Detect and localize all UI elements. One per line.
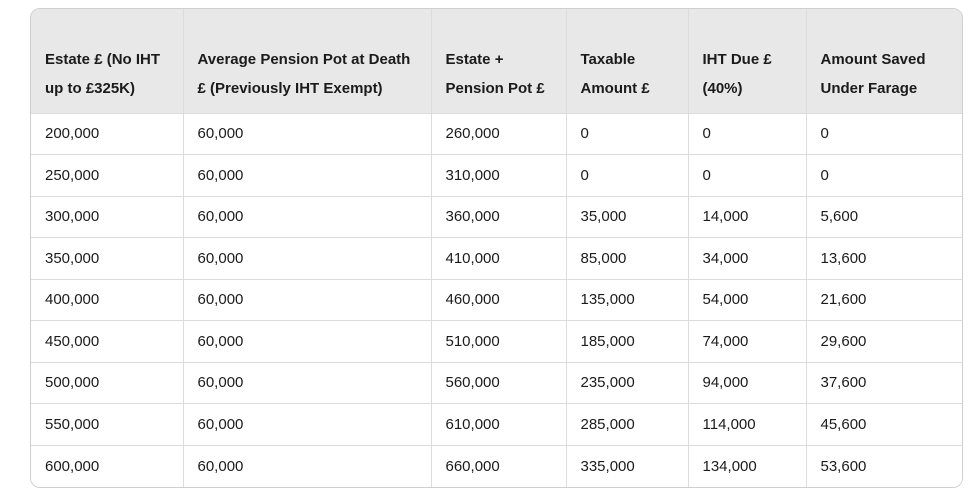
column-header: Estate + Pension Pot £ xyxy=(430,9,566,113)
table-cell: 60,000 xyxy=(182,361,431,404)
table-cell: 14,000 xyxy=(687,195,806,238)
table-cell: 0 xyxy=(687,154,806,196)
column-header: Estate £ (No IHT up to £325K) xyxy=(31,9,183,113)
column-header: IHT Due £ (40%) xyxy=(687,9,806,113)
column-header: Average Pension Pot at Death £ (Previous… xyxy=(182,9,431,113)
table-cell: 60,000 xyxy=(182,112,431,155)
table-row: 550,000 60,000 610,000 285,000 114,000 45,600 xyxy=(31,403,962,445)
table-cell: 5,600 xyxy=(805,195,962,238)
table-cell: 310,000 xyxy=(430,154,566,196)
table-cell: 60,000 xyxy=(182,403,431,445)
table-cell: 200,000 xyxy=(31,112,183,155)
table-row: 250,000 60,000 310,000 0 0 0 xyxy=(31,154,962,196)
table-cell: 0 xyxy=(687,112,806,155)
table-cell: 37,600 xyxy=(805,361,962,404)
table-row: 300,000 60,000 360,000 35,000 14,000 5,600 xyxy=(31,195,962,238)
table-row: 200,000 60,000 260,000 0 0 0 xyxy=(31,112,962,155)
table-cell: 235,000 xyxy=(565,361,688,404)
table-cell: 285,000 xyxy=(565,403,688,445)
table-cell: 0 xyxy=(805,154,962,196)
table-cell: 53,600 xyxy=(805,444,962,487)
table-cell: 60,000 xyxy=(182,278,431,321)
table-cell: 335,000 xyxy=(565,444,688,487)
table-row: 400,000 60,000 460,000 135,000 54,000 21,600 xyxy=(31,278,962,321)
table-header: Estate £ (No IHT up to £325K) Average Pen… xyxy=(31,9,962,113)
table-cell: 410,000 xyxy=(430,237,566,279)
table-row: 350,000 60,000 410,000 85,000 34,000 13,600 xyxy=(31,237,962,279)
table-cell: 400,000 xyxy=(31,278,183,321)
table-cell: 500,000 xyxy=(31,361,183,404)
table-cell: 60,000 xyxy=(182,195,431,238)
table-cell: 360,000 xyxy=(430,195,566,238)
table-cell: 134,000 xyxy=(687,444,806,487)
iht-comparison-table-container: Estate £ (No IHT up to £325K) Average Pen… xyxy=(30,8,963,488)
table-cell: 54,000 xyxy=(687,278,806,321)
table-cell: 350,000 xyxy=(31,237,183,279)
iht-comparison-table: Estate £ (No IHT up to £325K) Average Pen… xyxy=(31,9,962,487)
table-cell: 550,000 xyxy=(31,403,183,445)
table-cell: 135,000 xyxy=(565,278,688,321)
table-cell: 0 xyxy=(805,112,962,155)
table-cell: 60,000 xyxy=(182,320,431,362)
table-cell: 560,000 xyxy=(430,361,566,404)
table-cell: 74,000 xyxy=(687,320,806,362)
table-cell: 21,600 xyxy=(805,278,962,321)
table-cell: 35,000 xyxy=(565,195,688,238)
table-header-row: Estate £ (No IHT up to £325K) Average Pen… xyxy=(31,9,962,113)
table-cell: 13,600 xyxy=(805,237,962,279)
table-cell: 610,000 xyxy=(430,403,566,445)
table-cell: 0 xyxy=(565,112,688,155)
table-cell: 60,000 xyxy=(182,237,431,279)
table-cell: 114,000 xyxy=(687,403,806,445)
table-cell: 460,000 xyxy=(430,278,566,321)
table-cell: 185,000 xyxy=(565,320,688,362)
table-cell: 260,000 xyxy=(430,112,566,155)
table-cell: 29,600 xyxy=(805,320,962,362)
column-header: Taxable Amount £ xyxy=(565,9,688,113)
table-cell: 250,000 xyxy=(31,154,183,196)
table-row: 600,000 60,000 660,000 335,000 134,000 53,600 xyxy=(31,444,962,487)
table-row: 450,000 60,000 510,000 185,000 74,000 29,600 xyxy=(31,320,962,362)
table-cell: 600,000 xyxy=(31,444,183,487)
table-row: 500,000 60,000 560,000 235,000 94,000 37,600 xyxy=(31,361,962,404)
table-cell: 300,000 xyxy=(31,195,183,238)
table-cell: 85,000 xyxy=(565,237,688,279)
column-header: Amount Saved Under Farage xyxy=(805,9,962,113)
table-cell: 450,000 xyxy=(31,320,183,362)
table-cell: 45,600 xyxy=(805,403,962,445)
table-cell: 60,000 xyxy=(182,154,431,196)
table-cell: 510,000 xyxy=(430,320,566,362)
table-body: 200,000 60,000 260,000 0 0 0 250,000 60,000 310,… xyxy=(31,112,962,487)
table-cell: 0 xyxy=(565,154,688,196)
table-cell: 34,000 xyxy=(687,237,806,279)
table-cell: 60,000 xyxy=(182,444,431,487)
table-cell: 660,000 xyxy=(430,444,566,487)
table-cell: 94,000 xyxy=(687,361,806,404)
